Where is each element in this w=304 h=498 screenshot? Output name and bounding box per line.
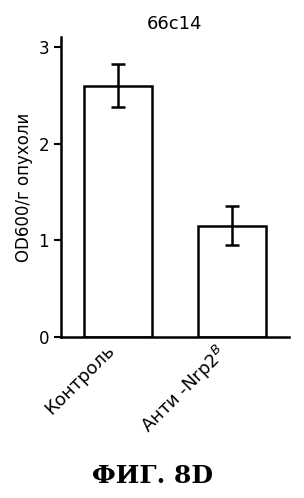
Title: 66c14: 66c14 <box>147 15 203 33</box>
Bar <box>198 226 266 337</box>
Text: ФИГ. 8D: ФИГ. 8D <box>92 464 212 488</box>
Y-axis label: OD600/г опухоли: OD600/г опухоли <box>15 113 33 262</box>
Bar <box>84 86 152 337</box>
